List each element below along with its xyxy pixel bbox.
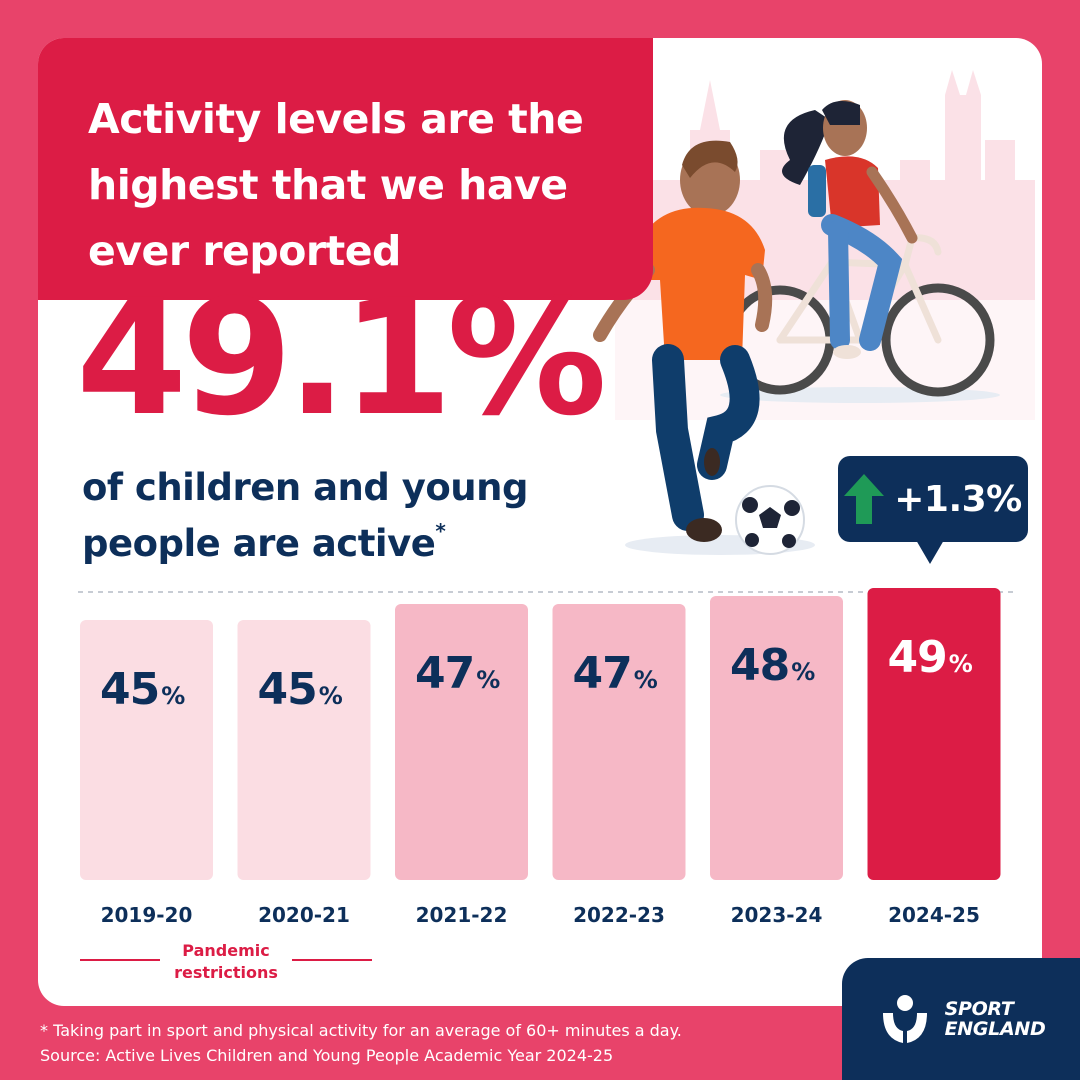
category-label-2022-23: 2022-23 bbox=[573, 903, 665, 927]
pandemic-label: Pandemic restrictions bbox=[174, 941, 278, 982]
title-banner: Activity levels are the highest that we … bbox=[38, 38, 653, 300]
change-value: +1.3% bbox=[894, 478, 1022, 520]
sport-england-logo-icon bbox=[882, 995, 927, 1043]
headline-description: of children and young people are active* bbox=[82, 460, 602, 572]
bar-2023-24 bbox=[710, 596, 843, 880]
bar-value-label-2024-25: 49% bbox=[888, 632, 973, 683]
change-badge: +1.3% bbox=[838, 456, 1028, 564]
bar-value-label-2023-24: 48% bbox=[730, 640, 815, 691]
bar-2019-20 bbox=[80, 620, 213, 880]
pandemic-bracket-left bbox=[80, 959, 160, 961]
headline-description-text: of children and young people are active bbox=[82, 466, 528, 565]
brand-line-1: SPORT bbox=[944, 998, 1014, 1020]
bar-value-label-2019-20: 45% bbox=[100, 664, 185, 715]
bar-2022-23 bbox=[552, 604, 686, 880]
source-citation: Source: Active Lives Children and Young … bbox=[40, 1046, 614, 1065]
footnote-block: * Taking part in sport and physical acti… bbox=[40, 1018, 820, 1068]
category-label-2023-24: 2023-24 bbox=[731, 903, 823, 927]
footnote-marker: * bbox=[435, 519, 446, 543]
pandemic-bracket-right bbox=[292, 959, 372, 961]
city-cycling-football-illustration bbox=[593, 70, 1035, 555]
page-title: Activity levels are the highest that we … bbox=[88, 95, 584, 275]
bar-value-label-2021-22: 47% bbox=[415, 648, 500, 699]
category-label-2020-21: 2020-21 bbox=[258, 903, 350, 927]
footnote-definition: * Taking part in sport and physical acti… bbox=[40, 1021, 682, 1040]
bar-2021-22 bbox=[395, 604, 528, 880]
bar-2020-21 bbox=[237, 620, 371, 880]
sport-england-wordmark: SPORT ENGLAND bbox=[945, 999, 1046, 1039]
category-label-2021-22: 2021-22 bbox=[416, 903, 508, 927]
category-label-2024-25: 2024-25 bbox=[888, 903, 980, 927]
bar-2024-25 bbox=[867, 588, 1001, 880]
headline-percentage: 49.1% bbox=[76, 264, 607, 451]
up-arrow-icon bbox=[844, 474, 885, 524]
brand-line-2: ENGLAND bbox=[944, 1018, 1046, 1040]
sport-england-logo: SPORT ENGLAND bbox=[842, 958, 1080, 1080]
bar-value-label-2020-21: 45% bbox=[258, 664, 343, 715]
cyclist-figure-icon bbox=[782, 100, 918, 359]
footballer-figure-icon bbox=[593, 140, 773, 542]
bar-value-label-2022-23: 47% bbox=[573, 648, 658, 699]
pandemic-annotation: Pandemic restrictions bbox=[80, 940, 372, 984]
category-label-2019-20: 2019-20 bbox=[101, 903, 193, 927]
football-icon bbox=[735, 485, 805, 555]
